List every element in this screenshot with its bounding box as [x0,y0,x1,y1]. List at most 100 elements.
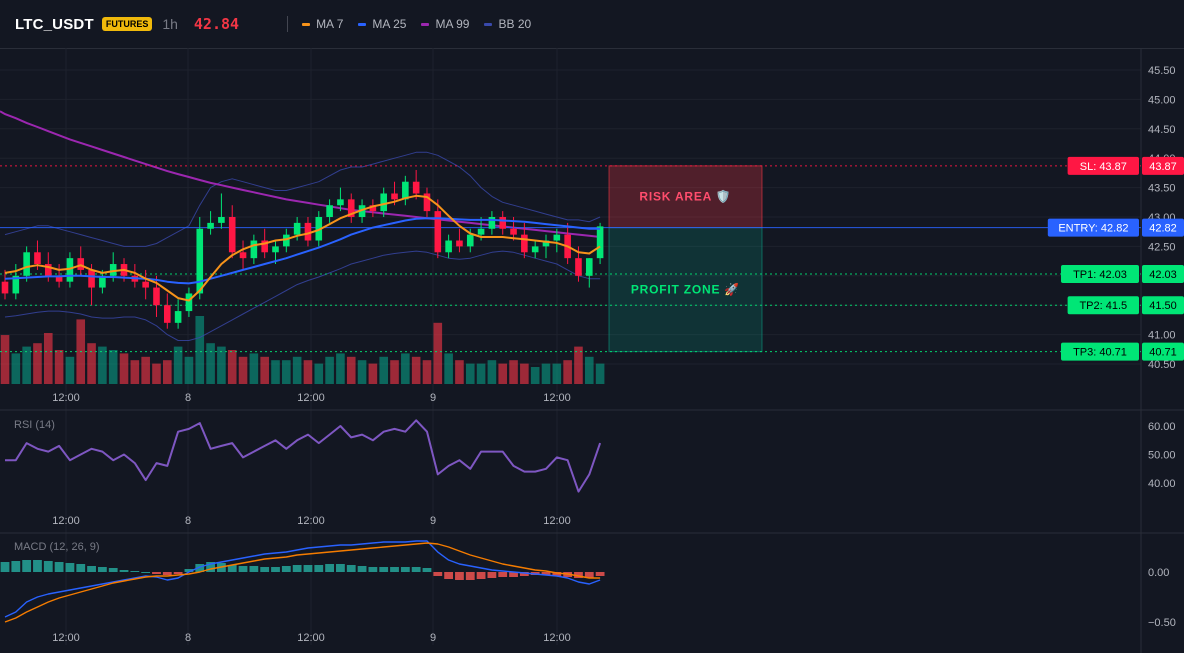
candle [445,234,452,259]
candle-body [55,275,63,282]
candle-body [391,193,398,200]
volume-bar [314,363,324,384]
volume-bar [238,356,248,384]
volume-bar [595,363,605,384]
macd-pane-title: MACD (12, 26, 9) [14,541,100,553]
candle-body [466,234,474,247]
candle [185,287,193,317]
macd-histogram-bar [400,567,410,572]
macd-histogram-bar [65,563,75,572]
time-axis-label: 12:00 [543,632,571,644]
volume-bar [43,333,53,384]
candle [12,264,20,300]
chart-canvas[interactable]: RISK AREA 🛡️ PROFIT ZONE 🚀 45.50 45.00 44.50… [0,48,1184,653]
candle-body [456,240,463,247]
candle-body [174,311,182,323]
candle-body [326,205,333,217]
volume-bar [11,353,21,384]
macd-histogram-bar [54,562,64,572]
volume-bar [552,363,562,384]
candle-body [499,217,507,229]
level-axis-label-4: 40.71 [1149,347,1177,359]
level-axis-label-3: 41.50 [1149,300,1177,312]
candle-body [23,252,30,276]
legend-bb20-label: BB 20 [498,17,532,31]
candle-body [304,222,312,241]
volume-bar [422,360,432,384]
volume-bar [487,360,497,384]
symbol-name[interactable]: LTC_USDT [15,15,94,33]
time-axis-label: 8 [185,632,191,644]
candle-body [315,217,323,241]
legend-ma99[interactable]: MA 99 [421,17,469,31]
candle [283,228,290,253]
volume-bar [390,360,399,384]
macd-histogram-bar [455,572,464,580]
candle-body [218,217,225,223]
level-badge-label-0: SL: 43.87 [1080,161,1127,173]
legend-bb20[interactable]: BB 20 [484,17,531,31]
candle [380,187,387,217]
candle-body [77,258,85,270]
macd-line [4,540,601,618]
time-axis-label: 12:00 [52,515,80,527]
candle [553,228,561,253]
volume-bar [65,356,75,384]
volume-bar [217,346,226,384]
macd-histogram-bar [271,567,280,572]
candle-body [358,205,366,217]
volume-bar [108,350,118,384]
candle [369,199,377,217]
candle-body [369,205,377,212]
profit-zone-label: PROFIT ZONE 🚀 [631,283,740,297]
price-tick-label: 45.50 [1148,65,1176,77]
macd-histogram-bar [509,572,518,577]
legend-ma25[interactable]: MA 25 [358,17,406,31]
candle-body [596,226,604,259]
volume-bar [227,350,237,384]
macd-histogram-bar [433,572,443,576]
candle-body [153,287,160,306]
price-tick-label: 40.50 [1148,359,1176,371]
candle [164,293,171,329]
candle [315,211,323,247]
legend-ma7[interactable]: MA 7 [302,17,343,31]
level-badge-label-1: ENTRY: 42.82 [1058,223,1128,235]
macd-histogram-bar [584,572,594,578]
candle-body [207,222,214,229]
bb-upper-line [4,151,601,247]
volume-bar [173,346,183,384]
candle [358,199,366,223]
volume-bar [54,350,64,384]
candle [585,258,593,288]
volume-bar [163,360,172,384]
volume-bar [141,356,150,384]
candle [521,222,528,259]
macd-histogram-bar [119,570,129,572]
legend-ma7-swatch [302,22,311,26]
futures-badge: FUTURES [101,17,153,31]
time-axis-label: 12:00 [297,392,325,404]
volume-bar [152,363,161,384]
candle-body [412,181,420,194]
time-axis-label: 9 [430,392,436,404]
candle-body [250,240,258,259]
time-axis-label: 12:00 [543,515,571,527]
macd-histogram-bar [292,565,302,572]
volume-bar [206,343,215,384]
candle [304,217,312,247]
time-axis-label: 12:00 [297,632,325,644]
timeframe-label[interactable]: 1h [162,16,178,32]
candle-body [164,305,171,323]
level-badge-0 [1067,156,1139,175]
macd-histogram-bar [574,572,583,578]
macd-histogram-bar [325,564,334,572]
volume-bar [498,363,508,384]
volume-bar [368,363,378,384]
volume-bar [574,346,583,384]
volume-bar [379,356,388,384]
macd-histogram-bar [260,567,270,572]
level-axis-badge-1 [1142,218,1184,237]
macd-histogram-bar [314,565,324,572]
candle [434,199,442,259]
